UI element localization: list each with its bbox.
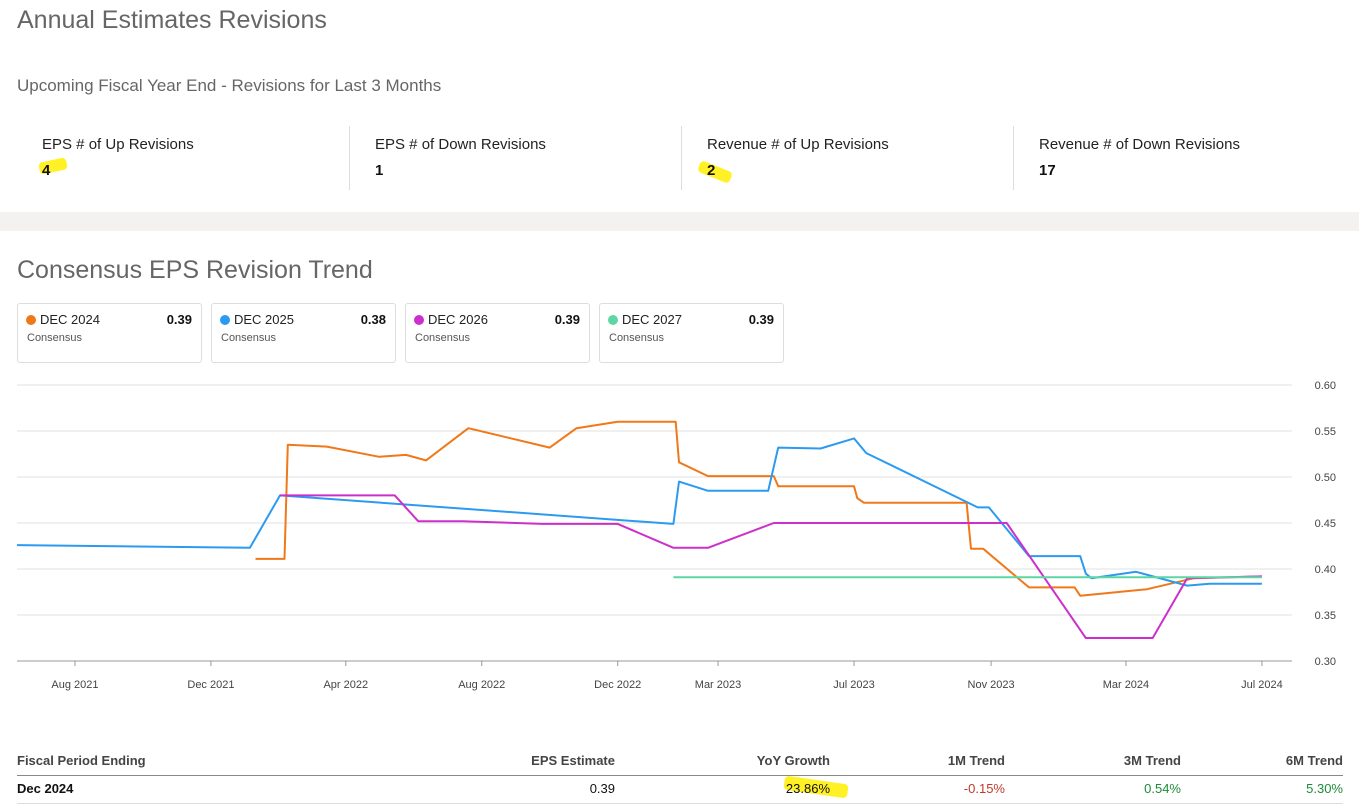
series-dot-icon (414, 315, 424, 325)
x-tick-label: Mar 2024 (1103, 679, 1149, 691)
series-dot-icon (608, 315, 618, 325)
table-row: Dec 2024 0.39 23.86% -0.15% 0.54% 5.30% (17, 775, 1343, 804)
x-tick-label: Dec 2021 (187, 679, 234, 691)
trend-title: Consensus EPS Revision Trend (17, 256, 373, 284)
legend-sub: Consensus (27, 332, 83, 344)
x-tick-label: Aug 2022 (458, 679, 505, 691)
series-dot-icon (220, 315, 230, 325)
x-tick-label: Nov 2023 (968, 679, 1015, 691)
eps-revision-chart[interactable]: 0.60 0.55 0.50 0.45 0.40 0.35 0.30 Aug 2021 Dec … (0, 370, 1359, 700)
legend-value: 0.39 (748, 312, 774, 327)
legend-name: DEC 2024 (40, 312, 100, 327)
table-header-row: Fiscal Period Ending EPS Estimate YoY Gr… (17, 748, 1343, 776)
series-line-dec-2025 (16, 437, 1262, 587)
header-1m-trend: 1M Trend (947, 753, 1005, 768)
cell-yoy: 23.86% (785, 781, 830, 796)
cell-eps: 0.39 (589, 781, 615, 796)
cell-3m-trend: 0.54% (1144, 781, 1181, 796)
legend-sub: Consensus (221, 332, 277, 344)
revision-stats: EPS # of Up Revisions 4 EPS # of Down Re… (17, 126, 1359, 190)
cell-1m-trend: -0.15% (963, 781, 1005, 796)
legend-value: 0.39 (166, 312, 192, 327)
x-tick-label: Dec 2022 (594, 679, 641, 691)
header-3m-trend: 3M Trend (1123, 753, 1181, 768)
stat-eps-up: EPS # of Up Revisions 4 (17, 126, 349, 190)
estimates-table: Fiscal Period Ending EPS Estimate YoY Gr… (17, 748, 1343, 804)
legend-card-dec-2027[interactable]: DEC 2027 0.39 Consensus (599, 303, 784, 363)
legend-name: DEC 2025 (234, 312, 294, 327)
cell-6m-trend: 5.30% (1306, 781, 1343, 796)
x-tick-label: Aug 2021 (51, 679, 98, 691)
legend-name: DEC 2026 (428, 312, 488, 327)
chart-legend: DEC 2024 0.39 Consensus DEC 2025 0.38 Co… (17, 303, 793, 363)
stat-value: 2 (707, 162, 716, 179)
header-eps-estimate: EPS Estimate (531, 753, 615, 768)
page-title: Annual Estimates Revisions (17, 6, 327, 34)
legend-sub: Consensus (415, 332, 471, 344)
series-dot-icon (26, 315, 36, 325)
stat-eps-down: EPS # of Down Revisions 1 (349, 126, 681, 190)
legend-card-dec-2026[interactable]: DEC 2026 0.39 Consensus (405, 303, 590, 363)
y-tick-label: 0.50 (1315, 472, 1336, 484)
series-line-dec-2026 (280, 494, 1262, 639)
x-tick-label: Apr 2022 (323, 679, 368, 691)
header-yoy-growth: YoY Growth (756, 753, 830, 768)
stat-value: 4 (42, 162, 51, 179)
x-tick-label: Jul 2024 (1241, 679, 1283, 691)
legend-card-dec-2025[interactable]: DEC 2025 0.38 Consensus (211, 303, 396, 363)
x-tick-label: Jul 2023 (833, 679, 875, 691)
stat-label: EPS # of Up Revisions (42, 136, 194, 153)
section-divider (0, 212, 1359, 231)
stat-value: 17 (1039, 162, 1056, 179)
stat-label: Revenue # of Down Revisions (1039, 136, 1240, 153)
y-tick-label: 0.60 (1315, 380, 1336, 392)
cell-period: Dec 2024 (17, 781, 74, 796)
legend-card-dec-2024[interactable]: DEC 2024 0.39 Consensus (17, 303, 202, 363)
y-tick-label: 0.55 (1315, 426, 1336, 438)
legend-sub: Consensus (609, 332, 665, 344)
header-fiscal-period: Fiscal Period Ending (17, 753, 146, 768)
y-tick-label: 0.45 (1315, 518, 1336, 530)
legend-value: 0.39 (554, 312, 580, 327)
stat-label: Revenue # of Up Revisions (707, 136, 889, 153)
x-tick-label: Mar 2023 (695, 679, 741, 691)
legend-value: 0.38 (360, 312, 386, 327)
stat-value: 1 (375, 162, 384, 179)
page-subtitle: Upcoming Fiscal Year End - Revisions for… (17, 76, 442, 95)
legend-name: DEC 2027 (622, 312, 682, 327)
y-tick-label: 0.30 (1315, 656, 1336, 668)
stat-revenue-down: Revenue # of Down Revisions 17 (1013, 126, 1345, 190)
stat-revenue-up: Revenue # of Up Revisions 2 (681, 126, 1013, 190)
header-6m-trend: 6M Trend (1285, 753, 1343, 768)
stat-label: EPS # of Down Revisions (375, 136, 546, 153)
y-tick-label: 0.40 (1315, 564, 1336, 576)
y-tick-label: 0.35 (1315, 610, 1336, 622)
